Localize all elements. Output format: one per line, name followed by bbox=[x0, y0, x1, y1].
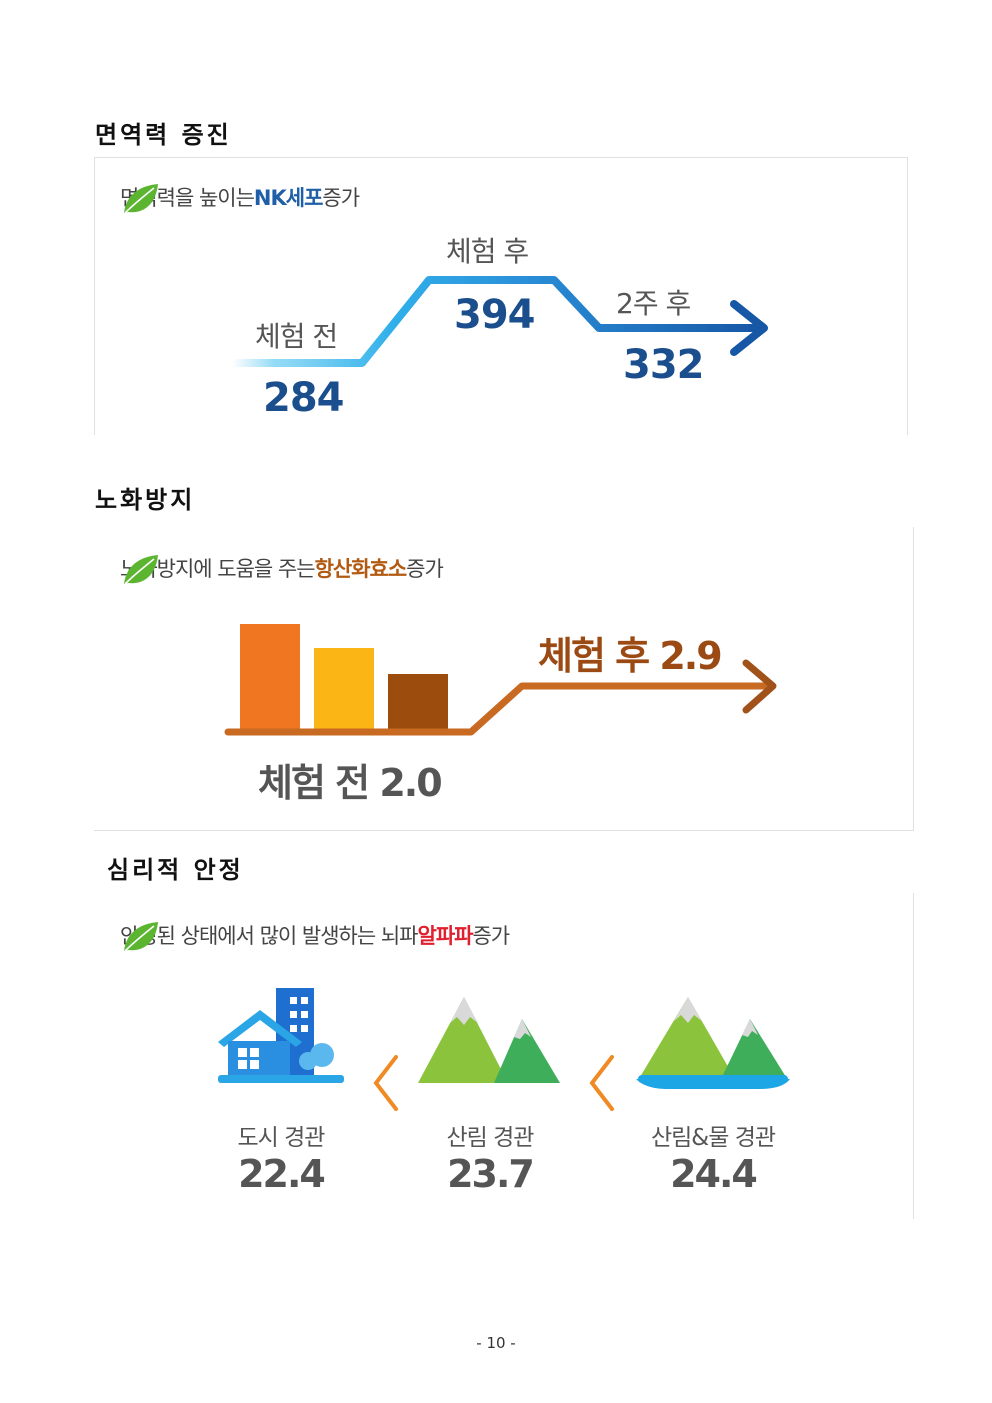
chevron-left-icon bbox=[589, 1055, 614, 1111]
immune-panel-svg bbox=[94, 157, 908, 435]
section-title-aging: 노화방지 bbox=[95, 485, 196, 514]
immune-after-value: 394 bbox=[454, 292, 535, 338]
immune-caption-post: 증가 bbox=[322, 186, 360, 210]
psych-caption: 안정된 상태에서 많이 발생하는 뇌파 알파파 증가 bbox=[120, 920, 510, 952]
mountain-icon bbox=[418, 997, 560, 1083]
section-title-immune: 면역력 증진 bbox=[95, 120, 232, 149]
aging-bar-orange bbox=[240, 624, 300, 732]
immune-panel: 면역력을 높이는 NK세포 증가 체험 전 284 체험 후 394 2주 후 … bbox=[94, 157, 908, 435]
aging-caption: 노화방지에 도움을 주는 항산화효소 증가 bbox=[120, 553, 444, 585]
aging-caption-post: 증가 bbox=[406, 557, 444, 581]
section-title-psych: 심리적 안정 bbox=[107, 855, 244, 884]
psych-caption-post: 증가 bbox=[472, 924, 510, 948]
scene-label-forest: 산림 경관 bbox=[446, 1125, 535, 1151]
aging-bar-brown bbox=[388, 674, 448, 732]
immune-weeks-value: 332 bbox=[623, 342, 704, 388]
aging-bar-yellow bbox=[314, 648, 374, 732]
immune-trend-line bbox=[232, 276, 759, 367]
scene-value-city: 22.4 bbox=[238, 1152, 326, 1196]
mountain-water-icon bbox=[636, 997, 790, 1089]
psych-panel-svg bbox=[218, 893, 914, 1219]
aging-panel-svg bbox=[94, 527, 914, 831]
page-number: - 10 - bbox=[476, 1334, 516, 1352]
immune-after-label: 체험 후 bbox=[446, 235, 529, 268]
immune-caption: 면역력을 높이는 NK세포 증가 bbox=[120, 182, 360, 214]
city-building-icon bbox=[218, 988, 344, 1083]
aging-panel: 노화방지에 도움을 주는 항산화효소 증가 체험 후 2.9 체험 전 2.0 bbox=[94, 527, 914, 831]
leaf-icon bbox=[124, 184, 158, 214]
scene-label-forest-water: 산림&물 경관 bbox=[650, 1125, 776, 1151]
immune-caption-highlight: NK세포 bbox=[253, 186, 323, 210]
psych-caption-highlight: 알파파 bbox=[417, 924, 474, 948]
immune-arrow-head bbox=[730, 300, 768, 356]
aging-trend-line bbox=[224, 682, 776, 736]
leaf-icon bbox=[124, 922, 158, 952]
scene-value-forest: 23.7 bbox=[447, 1152, 535, 1196]
scene-label-city: 도시 경관 bbox=[237, 1125, 326, 1151]
chevron-left-icon bbox=[373, 1055, 398, 1111]
leaf-icon bbox=[124, 555, 158, 585]
immune-before-value: 284 bbox=[263, 375, 344, 421]
aging-caption-highlight: 항산화효소 bbox=[314, 557, 408, 581]
aging-before-text: 체험 전 2.0 bbox=[258, 761, 443, 805]
scene-value-forest-water: 24.4 bbox=[670, 1152, 758, 1196]
aging-after-text: 체험 후 2.9 bbox=[538, 634, 723, 678]
psych-panel: 안정된 상태에서 많이 발생하는 뇌파 알파파 증가 도시 경관 22.4 산림… bbox=[94, 893, 914, 1219]
immune-before-label: 체험 전 bbox=[255, 320, 338, 353]
psych-caption-pre: 안정된 상태에서 많이 발생하는 뇌파 bbox=[120, 924, 418, 948]
immune-weeks-label: 2주 후 bbox=[616, 287, 691, 320]
aging-arrow-head bbox=[742, 659, 777, 714]
